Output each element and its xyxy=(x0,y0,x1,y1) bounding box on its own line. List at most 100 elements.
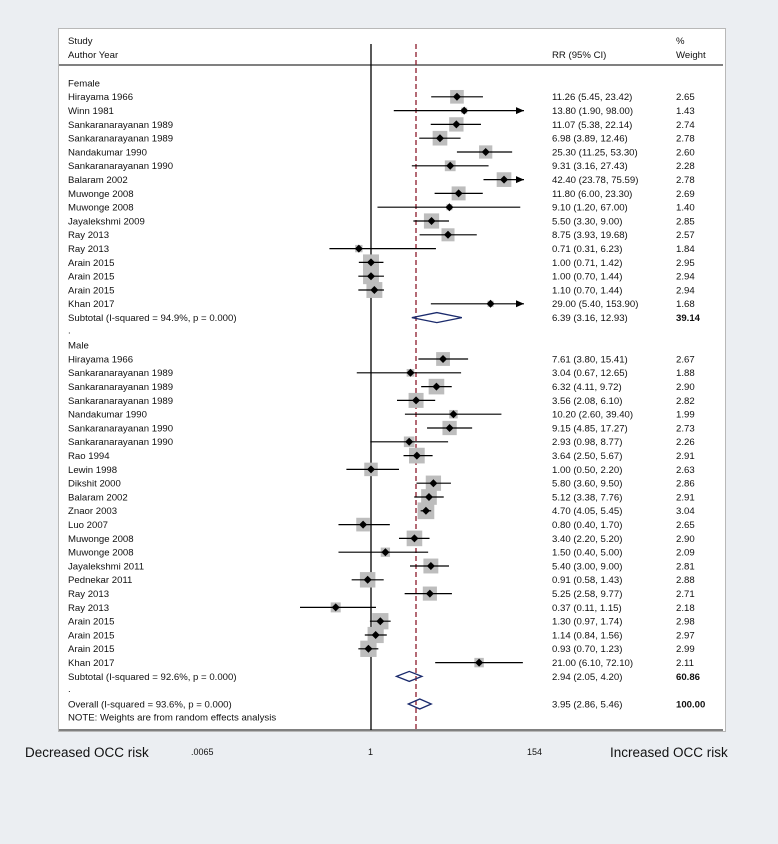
study-label: Nandakumar 1990 xyxy=(68,410,147,421)
study-point-estimate xyxy=(486,299,495,308)
study-label: Ray 2013 xyxy=(68,244,109,255)
study-weight: 1.43 xyxy=(676,106,695,117)
study-weight: 2.88 xyxy=(676,575,695,586)
study-rr-ci: 1.30 (0.97, 1.74) xyxy=(552,617,622,628)
study-rr-ci: 4.70 (4.05, 5.45) xyxy=(552,506,622,517)
study-rr-ci: 8.75 (3.93, 19.68) xyxy=(552,230,628,241)
study-point-estimate xyxy=(421,506,430,515)
study-point-estimate xyxy=(435,134,444,143)
study-rr-ci: 11.26 (5.45, 23.42) xyxy=(552,92,632,103)
header-weight: Weight xyxy=(676,50,706,61)
study-rr-ci: 3.64 (2.50, 5.67) xyxy=(552,451,622,462)
ci-arrow-icon xyxy=(516,176,524,184)
study-weight: 2.99 xyxy=(676,644,695,655)
study-rr-ci: 5.50 (3.30, 9.00) xyxy=(552,216,622,227)
study-label: Arain 2015 xyxy=(68,285,114,296)
study-label: Sankaranarayanan 1990 xyxy=(68,161,173,172)
study-rr-ci: 0.80 (0.40, 1.70) xyxy=(552,520,622,531)
study-weight: 1.40 xyxy=(676,203,695,214)
study-rr-ci: 42.40 (23.78, 75.59) xyxy=(552,175,638,186)
study-point-estimate xyxy=(412,451,421,460)
study-rr-ci: 11.80 (6.00, 23.30) xyxy=(552,189,632,200)
study-rr-ci: 9.15 (4.85, 17.27) xyxy=(552,423,628,434)
study-weight: 2.98 xyxy=(676,617,695,628)
study-weight: 2.95 xyxy=(676,258,695,269)
study-weight: 1.84 xyxy=(676,244,695,255)
study-label: Hirayama 1966 xyxy=(68,354,133,365)
study-point-estimate xyxy=(363,575,372,584)
study-point-estimate xyxy=(359,520,368,529)
study-weight: 2.90 xyxy=(676,534,695,545)
study-point-estimate xyxy=(446,161,455,170)
study-weight: 2.63 xyxy=(676,465,695,476)
study-point-estimate xyxy=(425,589,434,598)
study-label: Znaor 2003 xyxy=(68,506,117,517)
overall-rr-ci: 3.95 (2.86, 5.46) xyxy=(552,699,622,710)
study-point-estimate xyxy=(371,631,380,639)
study-label: Muwonge 2008 xyxy=(68,203,134,214)
study-point-estimate xyxy=(367,465,375,474)
plot-panel xyxy=(58,28,726,732)
overall-weight: 100.00 xyxy=(676,699,705,710)
study-label: Winn 1981 xyxy=(68,106,114,117)
study-label: Arain 2015 xyxy=(68,617,114,628)
study-weight: 2.94 xyxy=(676,285,695,296)
subtotal-label: Subtotal (I-squared = 92.6%, p = 0.000) xyxy=(68,672,237,683)
study-point-estimate xyxy=(454,189,463,198)
study-weight: 2.18 xyxy=(676,603,695,614)
subtotal-rr-ci: 6.39 (3.16, 12.93) xyxy=(552,313,628,324)
study-weight: 2.74 xyxy=(676,120,695,131)
study-rr-ci: 9.10 (1.20, 67.00) xyxy=(552,203,628,214)
study-weight: 2.11 xyxy=(676,658,694,669)
ci-arrow-icon xyxy=(516,107,524,115)
study-point-estimate xyxy=(452,120,461,129)
study-point-estimate xyxy=(370,286,379,294)
study-rr-ci: 21.00 (6.10, 72.10) xyxy=(552,658,633,669)
study-point-estimate xyxy=(367,258,375,267)
study-weight: 2.28 xyxy=(676,161,695,172)
study-rr-ci: 0.37 (0.11, 1.15) xyxy=(552,603,622,614)
header-author-year: Author Year xyxy=(68,50,119,61)
subtotal-weight: 39.14 xyxy=(676,313,701,324)
study-rr-ci: 3.56 (2.08, 6.10) xyxy=(552,396,622,407)
study-point-estimate xyxy=(412,396,421,405)
study-weight: 1.68 xyxy=(676,299,695,310)
study-label: Arain 2015 xyxy=(68,258,114,269)
study-label: Jayalekshmi 2009 xyxy=(68,216,145,227)
study-rr-ci: 3.04 (0.67, 12.65) xyxy=(552,368,628,379)
study-label: Sankaranarayanan 1989 xyxy=(68,396,173,407)
subtotal-diamond xyxy=(394,670,424,683)
study-point-estimate xyxy=(439,355,448,363)
study-point-estimate xyxy=(381,548,390,557)
study-rr-ci: 0.93 (0.70, 1.23) xyxy=(552,644,622,655)
increased-risk-label: Increased OCC risk xyxy=(610,745,728,760)
study-rr-ci: 29.00 (5.40, 153.90) xyxy=(552,299,638,310)
study-rr-ci: 1.50 (0.40, 5.00) xyxy=(552,548,622,559)
study-weight: 2.71 xyxy=(676,589,695,600)
study-label: Sankaranarayanan 1989 xyxy=(68,134,173,145)
study-weight: 2.82 xyxy=(676,396,695,407)
study-rr-ci: 6.98 (3.89, 12.46) xyxy=(552,134,628,145)
study-weight: 2.69 xyxy=(676,189,695,200)
study-label: Rao 1994 xyxy=(68,451,110,462)
weights-note: NOTE: Weights are from random effects an… xyxy=(68,713,276,724)
separator-dot: . xyxy=(68,684,71,695)
study-weight: 2.86 xyxy=(676,479,695,490)
study-rr-ci: 1.00 (0.50, 2.20) xyxy=(552,465,622,476)
overall-label: Overall (I-squared = 93.6%, p = 0.000) xyxy=(68,699,232,710)
study-weight: 2.90 xyxy=(676,382,695,393)
rows-layer: Female Hirayama 1966 11.26 (5.45, 23.42) 2.… xyxy=(68,78,705,723)
study-rr-ci: 13.80 (1.90, 98.00) xyxy=(552,106,633,117)
study-label: Arain 2015 xyxy=(68,272,114,283)
study-label: Muwonge 2008 xyxy=(68,548,134,559)
study-weight: 2.26 xyxy=(676,437,695,448)
decreased-risk-label: Decreased OCC risk xyxy=(25,745,149,760)
study-rr-ci: 6.32 (4.11, 9.72) xyxy=(552,382,622,393)
study-weight: 2.91 xyxy=(676,451,695,462)
study-weight: 2.81 xyxy=(676,561,695,572)
study-label: Balaram 2002 xyxy=(68,492,128,503)
study-point-estimate xyxy=(406,368,415,377)
subtotal-rr-ci: 2.94 (2.05, 4.20) xyxy=(552,672,622,683)
study-point-estimate xyxy=(427,217,436,225)
study-weight: 2.85 xyxy=(676,216,695,227)
